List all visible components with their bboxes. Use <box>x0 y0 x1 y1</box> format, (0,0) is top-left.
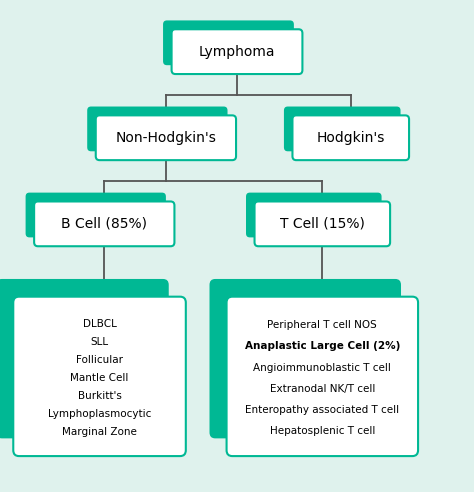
FancyBboxPatch shape <box>13 297 186 456</box>
FancyBboxPatch shape <box>284 107 401 152</box>
Text: Peripheral T cell NOS: Peripheral T cell NOS <box>267 320 377 331</box>
Text: Enteropathy associated T cell: Enteropathy associated T cell <box>245 405 400 415</box>
Text: B Cell (85%): B Cell (85%) <box>61 217 147 231</box>
Text: Follicular: Follicular <box>76 355 123 365</box>
FancyBboxPatch shape <box>292 115 409 160</box>
Text: Marginal Zone: Marginal Zone <box>62 427 137 437</box>
FancyBboxPatch shape <box>255 201 390 246</box>
Text: Mantle Cell: Mantle Cell <box>70 373 129 383</box>
FancyBboxPatch shape <box>163 20 294 65</box>
FancyBboxPatch shape <box>172 29 302 74</box>
Text: Angioimmunoblastic T cell: Angioimmunoblastic T cell <box>254 363 391 372</box>
Text: SLL: SLL <box>91 337 109 347</box>
Text: Lymphoma: Lymphoma <box>199 45 275 59</box>
Text: Anaplastic Large Cell (2%): Anaplastic Large Cell (2%) <box>245 341 400 351</box>
Text: Hodgkin's: Hodgkin's <box>317 131 385 145</box>
FancyBboxPatch shape <box>26 192 166 237</box>
FancyBboxPatch shape <box>87 107 228 152</box>
Text: Non-Hodgkin's: Non-Hodgkin's <box>116 131 216 145</box>
FancyBboxPatch shape <box>246 192 382 237</box>
Text: Lymphoplasmocytic: Lymphoplasmocytic <box>48 409 151 419</box>
FancyBboxPatch shape <box>96 115 236 160</box>
FancyBboxPatch shape <box>34 201 174 246</box>
FancyBboxPatch shape <box>227 297 418 456</box>
Text: Extranodal NK/T cell: Extranodal NK/T cell <box>270 384 375 394</box>
FancyBboxPatch shape <box>0 279 169 438</box>
Text: T Cell (15%): T Cell (15%) <box>280 217 365 231</box>
FancyBboxPatch shape <box>210 279 401 438</box>
Text: DLBCL: DLBCL <box>82 319 117 329</box>
Text: Hepatosplenic T cell: Hepatosplenic T cell <box>270 426 375 436</box>
Text: Burkitt's: Burkitt's <box>78 391 121 401</box>
